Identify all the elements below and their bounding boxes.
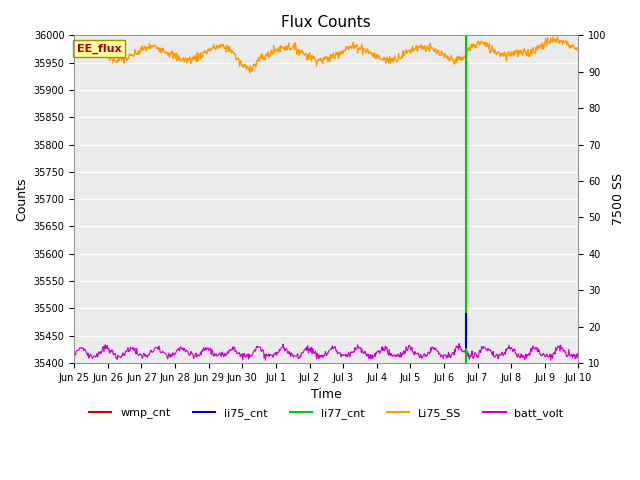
Y-axis label: Counts: Counts xyxy=(15,178,28,221)
X-axis label: Time: Time xyxy=(311,388,342,401)
Y-axis label: 7500 SS: 7500 SS xyxy=(612,173,625,225)
Title: Flux Counts: Flux Counts xyxy=(282,15,371,30)
Text: EE_flux: EE_flux xyxy=(77,44,122,54)
Legend: wmp_cnt, li75_cnt, li77_cnt, Li75_SS, batt_volt: wmp_cnt, li75_cnt, li77_cnt, Li75_SS, ba… xyxy=(84,403,568,423)
